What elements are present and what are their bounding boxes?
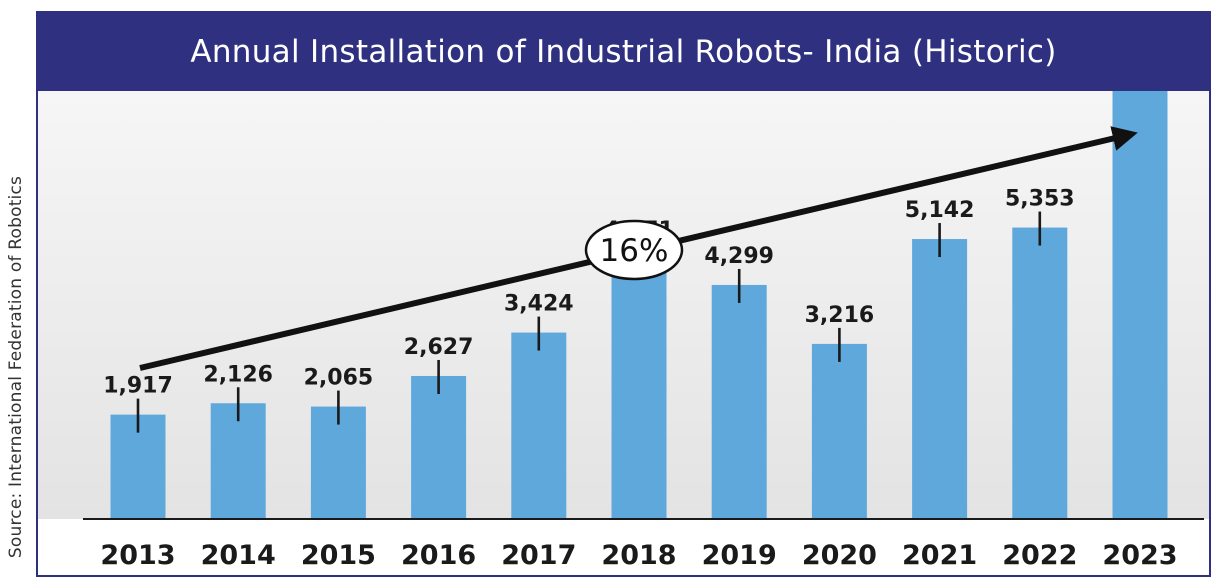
data-label-2017: 3,424	[504, 292, 574, 317]
data-label-2015: 2,065	[304, 366, 374, 391]
data-label-2014: 2,126	[203, 362, 273, 387]
title-band: Annual Installation of Industrial Robots…	[38, 13, 1209, 91]
chart-frame: Annual Installation of Industrial Robots…	[36, 11, 1211, 577]
x-tick-label-2018: 2018	[601, 540, 676, 571]
data-label-2021: 5,142	[905, 198, 975, 223]
data-label-2016: 2,627	[404, 335, 474, 360]
data-label-2022: 5,353	[1005, 187, 1075, 212]
data-label-2013: 1,917	[103, 374, 173, 399]
bar-2015	[310, 406, 366, 519]
bar-2018	[611, 259, 667, 519]
bar-2017	[511, 332, 567, 519]
x-tick-label-2021: 2021	[902, 540, 977, 571]
data-label-2019: 4,299	[704, 244, 774, 269]
annotation-text: 16%	[600, 233, 669, 269]
x-tick-label-2019: 2019	[702, 540, 777, 571]
plot-area: 1,917 2013 2,126 2014 2,065 2015 2,627 2016 3,42…	[38, 91, 1209, 575]
bar-2022	[1012, 227, 1068, 519]
x-tick-label-2016: 2016	[401, 540, 476, 571]
x-tick-label-2020: 2020	[802, 540, 877, 571]
bar-chart: 1,917 2013 2,126 2014 2,065 2015 2,627 2016 3,42…	[38, 91, 1209, 571]
chart-title: Annual Installation of Industrial Robots…	[190, 34, 1057, 70]
annotation-ellipse	[584, 219, 684, 281]
x-tick-label-2023: 2023	[1102, 540, 1177, 571]
x-tick-label-2013: 2013	[100, 540, 175, 571]
x-tick-label-2017: 2017	[501, 540, 576, 571]
bar-2020	[811, 343, 867, 519]
bar-2014	[210, 403, 266, 519]
bar-2021	[912, 239, 968, 519]
source-text: Source: International Federation of Robo…	[6, 175, 26, 559]
bar-2019	[711, 284, 767, 519]
source-note: Source: International Federation of Robo…	[0, 0, 32, 585]
x-tick-label-2015: 2015	[301, 540, 376, 571]
bar-2023	[1112, 91, 1168, 520]
data-label-2020: 3,216	[805, 303, 875, 328]
bar-2016	[411, 375, 467, 519]
x-tick-label-2022: 2022	[1002, 540, 1077, 571]
x-tick-label-2014: 2014	[201, 540, 276, 571]
